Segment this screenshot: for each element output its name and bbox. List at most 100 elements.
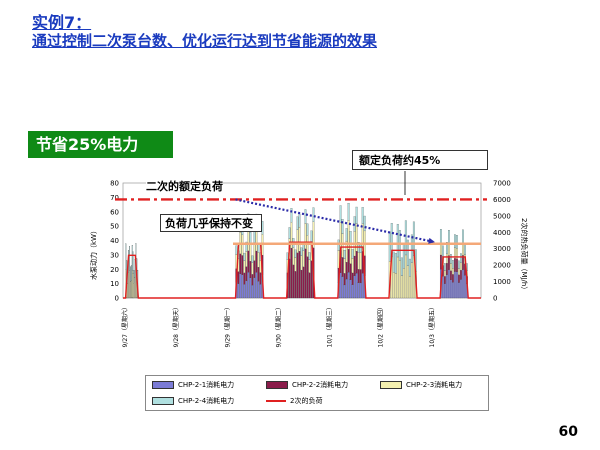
right-tick-label: 5000 [493, 212, 511, 220]
bar-segment [448, 244, 450, 256]
bar-segment [134, 277, 136, 299]
bar-segment [302, 250, 305, 267]
bar-segment [347, 249, 350, 273]
bar-segment [235, 245, 238, 255]
bar-segment [298, 213, 301, 228]
left-tick-label: 60 [110, 208, 119, 216]
bar-segment [245, 251, 248, 267]
bar-segment [398, 230, 401, 261]
bar-segment [444, 276, 446, 284]
bar-segment [294, 257, 297, 272]
bar-segment [446, 242, 448, 254]
bar-segment [439, 229, 442, 244]
x-tick-label: 9/27（星期六） [121, 304, 129, 347]
bar-segment [388, 231, 391, 262]
legend-label: 2次的负荷 [290, 397, 323, 405]
legend-item: CHP-2-3消耗电力 [380, 380, 462, 390]
bar-segment [444, 270, 446, 277]
bar-segment [310, 230, 313, 242]
bar-segment [341, 233, 344, 258]
bar-segment [450, 279, 452, 299]
bar-segment [306, 223, 309, 236]
bar-segment [439, 254, 442, 270]
bar-segment [444, 263, 446, 271]
left-tick-label: 80 [110, 180, 119, 188]
bar-segment [341, 219, 344, 234]
bar-segment [392, 251, 395, 273]
legend-swatch [380, 381, 402, 389]
bar-segment [296, 216, 299, 230]
load-unchanged-callout: 负荷几乎保持不变 [160, 214, 262, 232]
slide-title-line1: 实例7： [32, 13, 92, 32]
bar-segment [345, 278, 348, 299]
bar-segment [446, 274, 448, 299]
bar-segment [130, 265, 132, 281]
savings-badge: 节省25%电力 [28, 131, 173, 158]
bar-segment [241, 255, 244, 275]
left-tick-label: 50 [110, 223, 119, 231]
bar-segment [408, 258, 411, 277]
bar-segment [462, 229, 464, 245]
bar-segment [128, 272, 129, 299]
slide-title-line2: 通过控制二次泵台数、优化运行达到节省能源的效果 [32, 32, 378, 50]
right-tick-label: 7000 [493, 180, 511, 188]
bar-segment [456, 235, 458, 249]
rated-load-callout: 额定负荷约45% [352, 150, 488, 170]
bar-segment [306, 235, 309, 257]
bar-segment [308, 272, 311, 299]
bar-segment [351, 272, 354, 285]
bar-segment [241, 274, 244, 299]
bar-segment [251, 274, 254, 286]
bar-segment [444, 283, 446, 299]
bar-segment [450, 270, 452, 280]
chart-legend: CHP-2-1消耗电力 CHP-2-2消耗电力 CHP-2-3消耗电力 CHP-… [145, 375, 489, 411]
bar-segment [131, 245, 133, 271]
bar-segment [300, 255, 303, 271]
axis-layer: 0 10 20 30 40 50 60 70 80 0 1000 2000 3000 4000 5000 60… [110, 180, 511, 348]
legend-item: 2次的负荷 [266, 396, 322, 406]
bar-segment [460, 253, 462, 263]
bar-segment [298, 226, 301, 252]
right-tick-label: 6000 [493, 196, 511, 204]
bar-segment [343, 250, 346, 259]
bar-segment [410, 234, 413, 263]
bar-segment [130, 266, 131, 282]
right-axis-label: 2次的热负荷量（MJ/h） [520, 218, 529, 293]
bar-segment [310, 260, 313, 299]
x-tick-label: 9/29（星期一） [223, 304, 231, 347]
legend-swatch [152, 381, 174, 389]
bar-segment [302, 266, 305, 299]
bar-segment [257, 267, 260, 282]
legend-item: CHP-2-4消耗电力 [152, 396, 234, 406]
lines-layer [115, 171, 487, 299]
bar-segment [355, 273, 358, 299]
bar-segment [249, 277, 252, 299]
bar-segment [255, 272, 258, 299]
legend-line [266, 400, 286, 402]
bar-segment [132, 273, 134, 299]
bar-segment [296, 252, 299, 299]
bar-segment [446, 263, 448, 275]
right-tick-label: 1000 [493, 278, 511, 286]
legend-label: CHP-2-3消耗电力 [406, 381, 463, 389]
bar-segment [249, 243, 252, 262]
bar-segment [400, 257, 403, 276]
bar-segment [400, 275, 403, 299]
bar-segment [300, 269, 303, 299]
bar-segment [361, 273, 364, 299]
left-tick-label: 70 [110, 194, 119, 202]
bar-segment [460, 270, 462, 280]
bar-segment [404, 254, 407, 299]
bar-segment [464, 275, 466, 299]
legend-swatch [152, 397, 174, 405]
bar-segment [312, 207, 315, 223]
bar-segment [357, 269, 360, 283]
bar-segment [247, 250, 250, 273]
right-tick-label: 3000 [493, 245, 511, 253]
bar-segment [130, 280, 132, 299]
bar-segment [406, 265, 409, 299]
bar-segment [131, 270, 133, 299]
bar-segment [402, 244, 405, 269]
bar-segment [239, 253, 242, 274]
bar-segment [255, 250, 258, 273]
